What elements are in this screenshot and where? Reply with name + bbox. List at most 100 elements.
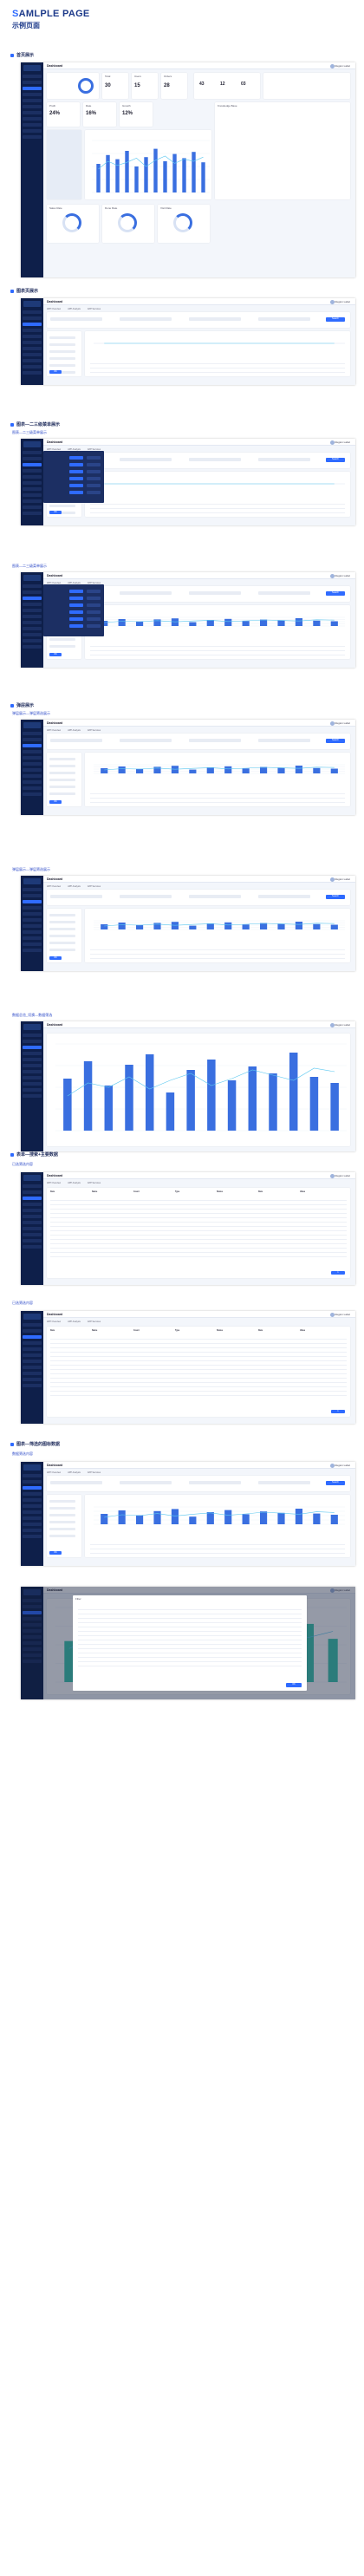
sidebar-item[interactable] xyxy=(23,1064,42,1067)
sidebar-item[interactable] xyxy=(23,310,42,314)
sidebar-item[interactable] xyxy=(23,451,42,454)
sidebar-item[interactable] xyxy=(23,457,42,460)
bar[interactable] xyxy=(171,766,179,773)
left-panel-row[interactable] xyxy=(49,758,75,760)
sidebar-item[interactable] xyxy=(23,1480,42,1484)
sidebar-item[interactable] xyxy=(23,1498,42,1502)
filter-field[interactable] xyxy=(50,1481,102,1484)
confirm-button[interactable]: OK xyxy=(49,956,62,960)
sidebar-item[interactable] xyxy=(23,738,42,741)
bar[interactable] xyxy=(104,1086,114,1131)
bar[interactable] xyxy=(153,766,161,773)
table-row[interactable] xyxy=(50,1361,347,1366)
filter-field[interactable] xyxy=(50,317,102,321)
search-button[interactable]: Search xyxy=(326,895,345,899)
table-row[interactable] xyxy=(50,1197,347,1201)
search-button[interactable]: Search xyxy=(326,591,345,596)
sidebar-item[interactable] xyxy=(23,1203,42,1206)
bar[interactable] xyxy=(206,767,214,773)
bar[interactable] xyxy=(206,923,214,929)
bar[interactable] xyxy=(224,618,232,626)
sidebar-item[interactable] xyxy=(23,1366,42,1369)
sidebar-item[interactable] xyxy=(23,1360,42,1363)
menu-item[interactable] xyxy=(69,610,83,614)
bar[interactable] xyxy=(163,161,167,192)
menu-item[interactable] xyxy=(87,597,101,600)
user-label[interactable]: Region Label xyxy=(335,574,350,577)
sidebar-item[interactable] xyxy=(23,1623,42,1627)
sidebar-item[interactable] xyxy=(23,645,42,649)
table-row[interactable] xyxy=(50,1387,347,1392)
sidebar-item[interactable] xyxy=(23,1323,42,1327)
filter-field[interactable] xyxy=(189,458,241,461)
sidebar-item[interactable] xyxy=(23,512,42,515)
bar[interactable] xyxy=(135,768,144,773)
bar[interactable] xyxy=(118,766,126,773)
confirm-button[interactable]: OK xyxy=(49,1551,62,1555)
sidebar-item[interactable] xyxy=(23,1529,42,1532)
sidebar-item[interactable] xyxy=(23,949,42,952)
table-row[interactable] xyxy=(50,1253,347,1257)
modal-row[interactable] xyxy=(78,1632,302,1636)
filter-field[interactable] xyxy=(258,739,310,742)
table-row[interactable] xyxy=(50,1240,347,1244)
sidebar-item[interactable] xyxy=(23,786,42,790)
menu-item[interactable] xyxy=(87,456,101,460)
tab[interactable]: APP Services xyxy=(87,448,101,451)
sidebar-item[interactable] xyxy=(23,1088,42,1092)
sidebar-item[interactable] xyxy=(23,1052,42,1055)
tab[interactable]: APP Analysis xyxy=(68,1321,81,1323)
tab[interactable]: APP Services xyxy=(87,885,101,888)
bar[interactable] xyxy=(118,923,126,929)
tab[interactable]: APP Overview xyxy=(47,308,62,310)
sidebar-item[interactable] xyxy=(23,463,42,466)
left-panel-row[interactable] xyxy=(49,350,75,353)
bar[interactable] xyxy=(277,767,285,773)
menu-item[interactable] xyxy=(69,603,83,607)
bar[interactable] xyxy=(186,1070,195,1131)
sidebar-item[interactable] xyxy=(23,900,42,903)
sidebar-item[interactable] xyxy=(23,780,42,784)
bar[interactable] xyxy=(259,923,268,929)
sidebar-item[interactable] xyxy=(23,1660,42,1663)
left-panel-row[interactable] xyxy=(49,949,75,951)
left-panel-row[interactable] xyxy=(49,1535,75,1537)
sidebar-item[interactable] xyxy=(23,1197,42,1200)
left-panel-row[interactable] xyxy=(49,1514,75,1516)
bar[interactable] xyxy=(224,766,232,773)
sidebar-item[interactable] xyxy=(23,1474,42,1477)
menu-item[interactable] xyxy=(87,603,101,607)
table-row[interactable] xyxy=(50,1231,347,1236)
tab[interactable]: APP Services xyxy=(87,1471,101,1474)
sidebar-item[interactable] xyxy=(23,942,42,946)
filter-field[interactable] xyxy=(189,591,241,595)
bar[interactable] xyxy=(313,620,321,626)
modal-row[interactable] xyxy=(78,1636,302,1640)
sidebar-item[interactable] xyxy=(23,1184,42,1188)
bar[interactable] xyxy=(153,923,161,929)
bar[interactable] xyxy=(115,159,120,192)
left-panel-row[interactable] xyxy=(49,645,75,648)
avatar[interactable] xyxy=(330,1173,335,1178)
tab[interactable]: APP Overview xyxy=(47,582,62,584)
bar[interactable] xyxy=(259,1511,268,1524)
bar[interactable] xyxy=(242,1514,250,1524)
sidebar-item[interactable] xyxy=(23,732,42,735)
sidebar-item[interactable] xyxy=(23,762,42,766)
table-row[interactable] xyxy=(50,1218,347,1223)
bar[interactable] xyxy=(64,1640,75,1682)
tab[interactable]: APP Overview xyxy=(47,1471,62,1474)
sidebar-item[interactable] xyxy=(23,1233,42,1236)
modal-row[interactable] xyxy=(78,1662,302,1666)
bar[interactable] xyxy=(242,621,250,626)
left-panel-row[interactable] xyxy=(49,928,75,930)
menu-item[interactable] xyxy=(87,610,101,614)
table-row[interactable] xyxy=(50,1357,347,1361)
menu-item[interactable] xyxy=(87,491,101,494)
sidebar-item[interactable] xyxy=(23,744,42,747)
user-label[interactable]: Region Label xyxy=(335,1313,350,1316)
sidebar-item[interactable] xyxy=(23,1516,42,1520)
sidebar-item[interactable] xyxy=(23,603,42,606)
sidebar-item[interactable] xyxy=(23,1353,42,1357)
bar[interactable] xyxy=(101,1514,108,1524)
